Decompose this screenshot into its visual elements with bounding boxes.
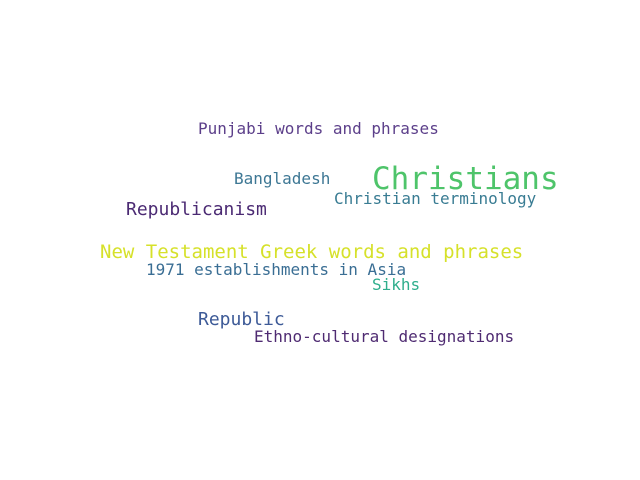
- word-punjabi-words-and-phrases: Punjabi words and phrases: [198, 119, 439, 138]
- word-sikhs: Sikhs: [372, 275, 421, 294]
- word-republic: Republic: [198, 309, 285, 330]
- word-christian-terminology: Christian terminology: [334, 189, 537, 208]
- word-1971-establishments-in-asia: 1971 establishments in Asia: [146, 260, 407, 279]
- word-new-testament-greek-words-and-phrases: New Testament Greek words and phrases: [100, 241, 524, 263]
- word-republicanism: Republicanism: [126, 199, 267, 220]
- word-ethno-cultural-designations: Ethno-cultural designations: [254, 327, 515, 346]
- word-bangladesh: Bangladesh: [234, 169, 331, 188]
- word-christians: Christians: [372, 161, 559, 197]
